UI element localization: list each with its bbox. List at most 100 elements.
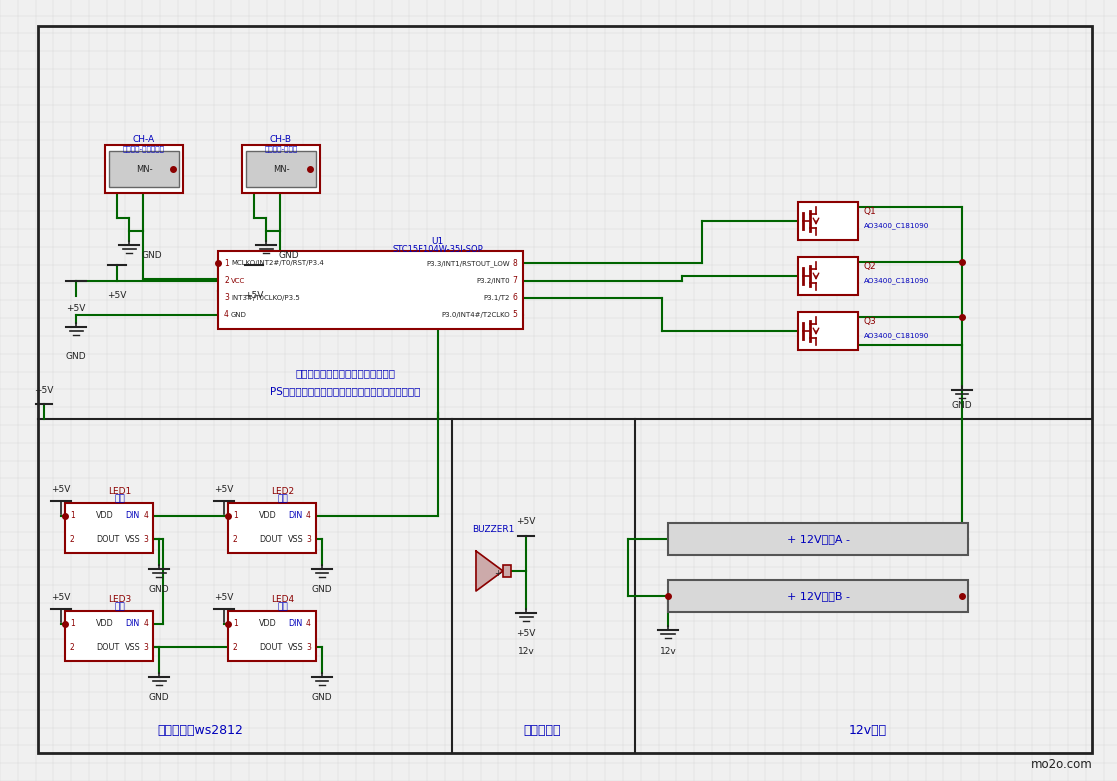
Text: DOUT: DOUT [259, 643, 283, 651]
Text: 桨灯，四个ws2812: 桨灯，四个ws2812 [157, 725, 242, 737]
Text: +5V: +5V [516, 516, 536, 526]
Text: GND: GND [149, 584, 170, 594]
Polygon shape [476, 551, 503, 591]
Text: DOUT: DOUT [96, 534, 120, 544]
Text: GND: GND [149, 693, 170, 701]
Text: +: + [495, 569, 502, 577]
Text: GND: GND [66, 352, 86, 362]
Text: MCLKO/INT2#/T0/RST/P3.4: MCLKO/INT2#/T0/RST/P3.4 [231, 261, 324, 266]
Text: INT3#/T0CLKO/P3.5: INT3#/T0CLKO/P3.5 [231, 294, 299, 301]
Text: DIN: DIN [125, 511, 140, 520]
Text: VDD: VDD [259, 619, 277, 628]
Text: 2: 2 [233, 643, 238, 651]
Text: 8: 8 [513, 259, 517, 268]
Text: 模块内部电路，包括信号输入及输出: 模块内部电路，包括信号输入及输出 [295, 368, 395, 378]
Text: 右后: 右后 [277, 602, 288, 612]
Text: 4: 4 [306, 619, 311, 628]
Text: GND: GND [142, 251, 162, 259]
Text: 2: 2 [70, 643, 75, 651]
Text: 12v: 12v [517, 647, 534, 655]
Bar [246, 151, 316, 187]
Text: 左前: 左前 [114, 494, 125, 504]
Text: U1: U1 [431, 237, 443, 245]
Text: VSS: VSS [125, 643, 141, 651]
Bar [218, 251, 523, 329]
Text: GND: GND [312, 693, 333, 701]
Bar [798, 312, 858, 350]
Text: 3: 3 [306, 643, 311, 651]
Text: 4: 4 [143, 619, 147, 628]
Text: LED2: LED2 [271, 487, 294, 495]
Text: 左后: 左后 [114, 602, 125, 612]
Text: 1: 1 [225, 259, 229, 268]
Bar [668, 580, 968, 612]
Bar [228, 611, 316, 661]
Text: DOUT: DOUT [259, 534, 283, 544]
Text: +5V: +5V [51, 593, 70, 602]
Text: LED1: LED1 [108, 487, 131, 495]
Text: PS：两个通道都要插在接收机上，否则不能正常工作: PS：两个通道都要插在接收机上，否则不能正常工作 [270, 386, 420, 396]
Text: BUZZER1: BUZZER1 [471, 525, 514, 533]
Text: VCC: VCC [231, 277, 246, 284]
Text: 3: 3 [143, 643, 147, 651]
Text: 两段开关-蜂鸣器: 两段开关-蜂鸣器 [265, 146, 297, 152]
Bar [105, 145, 183, 193]
Bar [65, 611, 153, 661]
Text: 6: 6 [512, 294, 517, 302]
Text: +5V: +5V [516, 629, 536, 637]
Text: VDD: VDD [259, 511, 277, 520]
Text: P3.2/INT0: P3.2/INT0 [476, 277, 510, 284]
Text: P3.3/INT1/RSTOUT_LOW: P3.3/INT1/RSTOUT_LOW [427, 260, 510, 267]
Text: VSS: VSS [288, 534, 304, 544]
Text: 2: 2 [70, 534, 75, 544]
Text: P3.1/T2: P3.1/T2 [484, 294, 510, 301]
Text: 4: 4 [143, 511, 147, 520]
Text: +5V: +5V [214, 485, 233, 494]
Text: +5V: +5V [35, 387, 54, 395]
Text: + 12V灯带B -: + 12V灯带B - [786, 591, 850, 601]
Text: VDD: VDD [96, 619, 114, 628]
Text: 1: 1 [70, 511, 75, 520]
Text: DOUT: DOUT [96, 643, 120, 651]
Text: AO3400_C181090: AO3400_C181090 [865, 277, 929, 284]
Text: LED4: LED4 [271, 594, 294, 604]
Text: Q3: Q3 [865, 316, 877, 326]
Text: GND: GND [278, 251, 299, 259]
Bar [242, 145, 319, 193]
Text: 有源蜂鸣器: 有源蜂鸣器 [523, 725, 561, 737]
Text: 三段开关-桨灯加航灯: 三段开关-桨灯加航灯 [123, 146, 165, 152]
Bar [65, 503, 153, 553]
Text: + 12V灯带A -: + 12V灯带A - [786, 534, 850, 544]
Text: 3: 3 [225, 294, 229, 302]
Text: 4: 4 [225, 311, 229, 319]
Text: 右前: 右前 [277, 494, 288, 504]
Bar [798, 202, 858, 240]
Text: +5V: +5V [66, 304, 86, 313]
Text: 3: 3 [306, 534, 311, 544]
Text: DIN: DIN [288, 511, 302, 520]
Text: 4: 4 [306, 511, 311, 520]
Text: 5: 5 [512, 311, 517, 319]
Text: 2: 2 [225, 276, 229, 285]
Text: GND: GND [312, 584, 333, 594]
Bar [503, 565, 510, 577]
Text: VSS: VSS [125, 534, 141, 544]
Text: DIN: DIN [125, 619, 140, 628]
Bar [228, 503, 316, 553]
Text: 12v: 12v [660, 647, 677, 655]
Text: 7: 7 [512, 276, 517, 285]
Text: LED3: LED3 [108, 594, 131, 604]
Text: AO3400_C181090: AO3400_C181090 [865, 333, 929, 340]
Text: DIN: DIN [288, 619, 302, 628]
Text: +5V: +5V [214, 593, 233, 602]
Text: CH-A: CH-A [133, 134, 155, 144]
Bar [109, 151, 179, 187]
Text: 2: 2 [233, 534, 238, 544]
Text: 12v灯带: 12v灯带 [849, 725, 887, 737]
Text: P3.0/INT4#/T2CLKO: P3.0/INT4#/T2CLKO [441, 312, 510, 318]
Text: +5V: +5V [107, 291, 126, 299]
Text: mo2o.com: mo2o.com [1031, 758, 1092, 772]
Text: +5V: +5V [245, 291, 264, 299]
Text: +5V: +5V [51, 485, 70, 494]
Text: CH-B: CH-B [270, 134, 292, 144]
